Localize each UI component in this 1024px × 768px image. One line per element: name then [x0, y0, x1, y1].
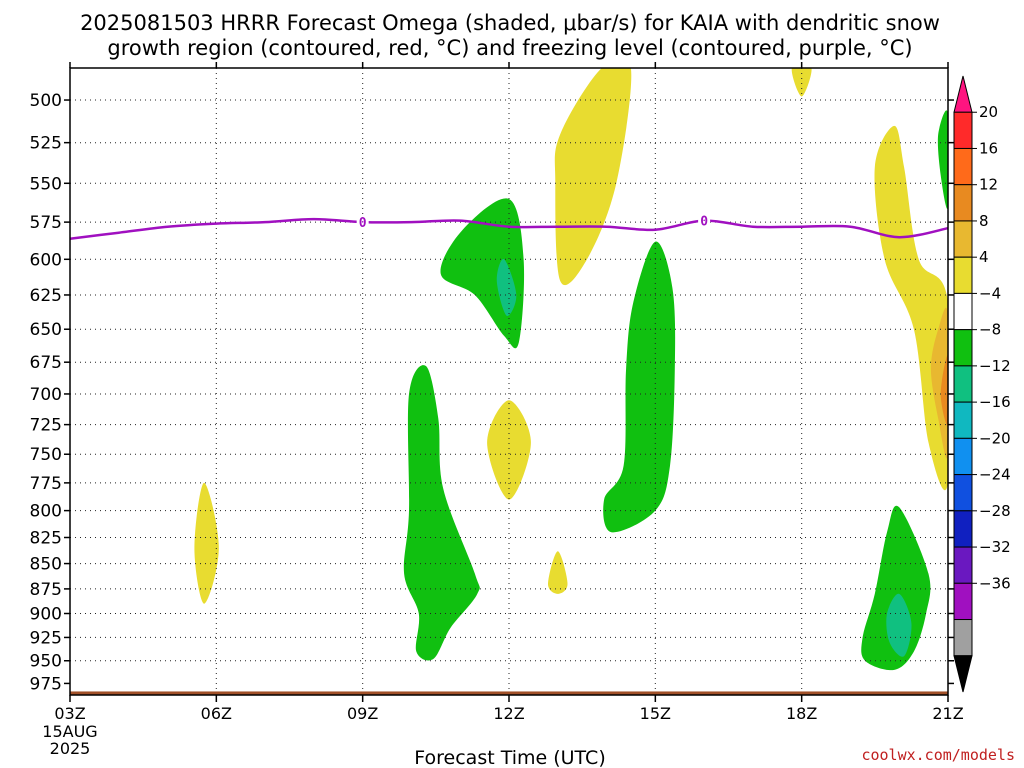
terrain-strip	[70, 691, 948, 695]
omega-region	[886, 593, 912, 657]
colorbar-label: 16	[979, 139, 998, 157]
y-tick-label: 675	[30, 353, 62, 373]
y-tick-label: 700	[30, 385, 62, 405]
omega-region	[874, 125, 948, 491]
x-tick-label: 09Z	[347, 704, 378, 723]
freezing-level-label-bg	[356, 215, 369, 230]
y-tick-label: 750	[30, 445, 62, 465]
y-tick-label: 775	[30, 474, 62, 494]
y-tick-label: 525	[30, 134, 62, 154]
axes: 500 525 550 575 600 625 650 675 700 725 750 775 800 8…	[30, 62, 964, 758]
y-tick-label: 800	[30, 502, 62, 522]
omega-region	[937, 110, 948, 209]
omega-region	[403, 365, 480, 661]
y-tick-label: 600	[30, 250, 62, 270]
omega-region	[194, 482, 219, 604]
colorbar-segment	[953, 292, 973, 331]
colorbar-segment	[953, 474, 973, 512]
x-tick-label: 15Z	[640, 704, 671, 723]
omega-region	[861, 505, 931, 671]
colorbar-label: −32	[979, 538, 1011, 556]
colorbar-segment	[953, 401, 973, 439]
colorbar-label: −8	[979, 321, 1001, 339]
colorbar-top-arrow	[953, 75, 973, 113]
freezing-level-label-bg	[698, 213, 711, 228]
x-axis-title: Forecast Time (UTC)	[414, 747, 605, 768]
colorbar-bottom-arrow	[953, 655, 973, 693]
colorbar-label: −36	[979, 574, 1011, 592]
colorbar: 20 16 12 8 4 −4 −8 −12 −16 −20 −24 −28 −32 −36	[953, 75, 1011, 693]
y-tick-label: 500	[30, 91, 62, 111]
omega-region	[548, 551, 568, 594]
y-tick-label: 975	[30, 674, 62, 694]
colorbar-segment	[953, 437, 973, 476]
omega-region	[940, 355, 948, 426]
colorbar-label: 8	[979, 212, 989, 230]
colorbar-segment	[953, 184, 973, 222]
omega-region	[554, 68, 632, 286]
y-tick-label: 825	[30, 528, 62, 548]
x-date-label: 15AUG	[42, 722, 97, 741]
plot-background	[70, 68, 948, 695]
colorbar-segment	[953, 365, 973, 403]
y-tick-label: 950	[30, 652, 62, 672]
colorbar-segment	[953, 619, 973, 657]
colorbar-label: 4	[979, 248, 989, 266]
y-tick-label: 875	[30, 580, 62, 600]
colorbar-label: −28	[979, 502, 1011, 520]
credit-text: coolwx.com/models	[861, 746, 1015, 764]
colorbar-label: −12	[979, 357, 1011, 375]
y-tick-label: 550	[30, 174, 62, 194]
omega-shading	[194, 68, 948, 671]
y-tick-label: 650	[30, 320, 62, 340]
y-tick-label: 925	[30, 628, 62, 648]
colorbar-segment	[953, 510, 973, 548]
omega-region	[603, 241, 676, 533]
x-tick-label: 12Z	[493, 704, 524, 723]
omega-region	[930, 307, 948, 459]
y-tick-label: 575	[30, 213, 62, 233]
colorbar-segment	[953, 256, 973, 294]
y-tick-label: 900	[30, 605, 62, 625]
colorbar-label: 12	[979, 176, 998, 194]
colorbar-segment	[953, 147, 973, 186]
omega-region	[440, 198, 525, 349]
freezing-level-label: 0	[359, 216, 367, 231]
colorbar-segment	[953, 582, 973, 621]
omega-region	[496, 259, 517, 316]
x-tick-label: 06Z	[201, 704, 232, 723]
x-tick-label: 18Z	[786, 704, 817, 723]
y-tick-label: 625	[30, 286, 62, 306]
colorbar-label: −4	[979, 284, 1001, 302]
colorbar-segment	[953, 220, 973, 258]
omega-region	[487, 400, 531, 500]
colorbar-label: −20	[979, 429, 1011, 447]
chart-title-line-2: growth region (contoured, red, °C) and f…	[107, 36, 912, 60]
chart-title-line-1: 2025081503 HRRR Forecast Omega (shaded, …	[80, 11, 940, 35]
x-tick-label: 21Z	[932, 704, 963, 723]
colorbar-segment	[953, 546, 973, 584]
y-tick-label: 850	[30, 555, 62, 575]
y-tick-label: 725	[30, 416, 62, 436]
colorbar-segment	[953, 111, 973, 149]
x-tick-label: 03Z	[54, 704, 85, 723]
x-date-label: 2025	[50, 739, 91, 758]
freezing-level-line	[69, 217, 949, 240]
colorbar-segment	[953, 329, 973, 367]
colorbar-label: 20	[979, 103, 998, 121]
freezing-level-label: 0	[700, 215, 708, 230]
colorbar-label: −16	[979, 393, 1011, 411]
colorbar-label: −24	[979, 466, 1011, 484]
omega-region	[791, 68, 812, 97]
